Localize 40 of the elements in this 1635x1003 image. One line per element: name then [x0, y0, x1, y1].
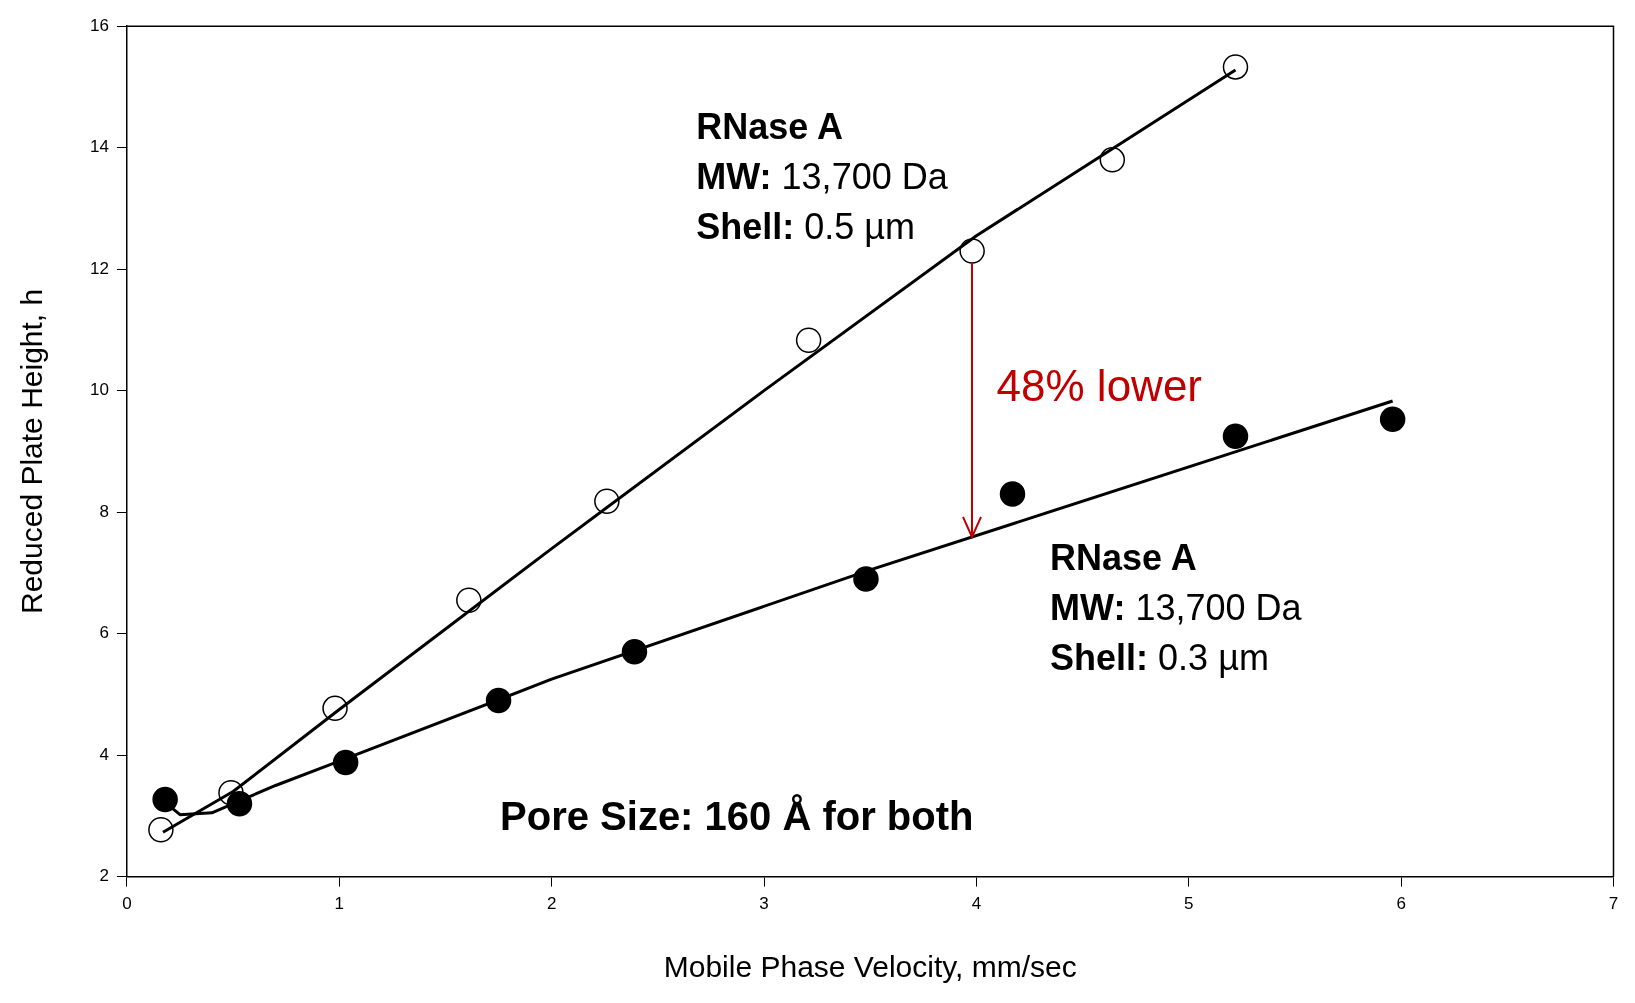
x-tick-label: 6: [1396, 894, 1406, 914]
x-tick-label: 3: [759, 894, 769, 914]
point: [218, 780, 244, 806]
y-tick-label: 4: [99, 744, 109, 764]
point: [594, 488, 620, 514]
point: [795, 327, 822, 353]
x-axis-title: Mobile Phase Velocity, mm/sec: [663, 950, 1077, 984]
annotation: RNase A MW: 13,700 Da Shell: 0.5 µm: [696, 106, 949, 248]
point: [485, 687, 512, 714]
annotation: 48% lower: [996, 360, 1202, 410]
y-tick-label: 8: [99, 501, 109, 521]
x-tick-label: 5: [1184, 894, 1194, 914]
y-tick-label: 14: [89, 137, 109, 157]
y-tick-label: 16: [89, 15, 109, 35]
annotation: Pore Size: 160 Å for both: [500, 794, 974, 839]
x-tick-label: 4: [971, 894, 982, 914]
y-tick-label: 12: [89, 258, 109, 278]
point: [332, 749, 359, 776]
point: [226, 790, 253, 817]
point: [1099, 147, 1126, 173]
point: [1222, 54, 1249, 80]
point: [959, 238, 985, 264]
point: [621, 639, 648, 665]
point: [148, 817, 174, 843]
point: [999, 481, 1026, 507]
y-tick-label: 6: [99, 623, 109, 643]
point: [1222, 423, 1249, 449]
y-axis-title: Reduced Plate Height, h: [15, 288, 49, 615]
x-tick-label: 2: [546, 894, 557, 914]
point: [152, 786, 178, 813]
y-tick-label: 10: [89, 380, 109, 400]
x-tick-label: 0: [122, 894, 132, 914]
x-tick-label: 7: [1608, 894, 1619, 914]
point: [456, 587, 482, 613]
y-tick-label: 2: [99, 866, 109, 886]
point: [322, 695, 348, 722]
point: [853, 566, 879, 592]
point: [1379, 406, 1406, 432]
annotation: RNase A MW: 13,700 Da Shell: 0.3 µm: [1050, 537, 1303, 679]
x-tick-label: 1: [334, 894, 345, 914]
